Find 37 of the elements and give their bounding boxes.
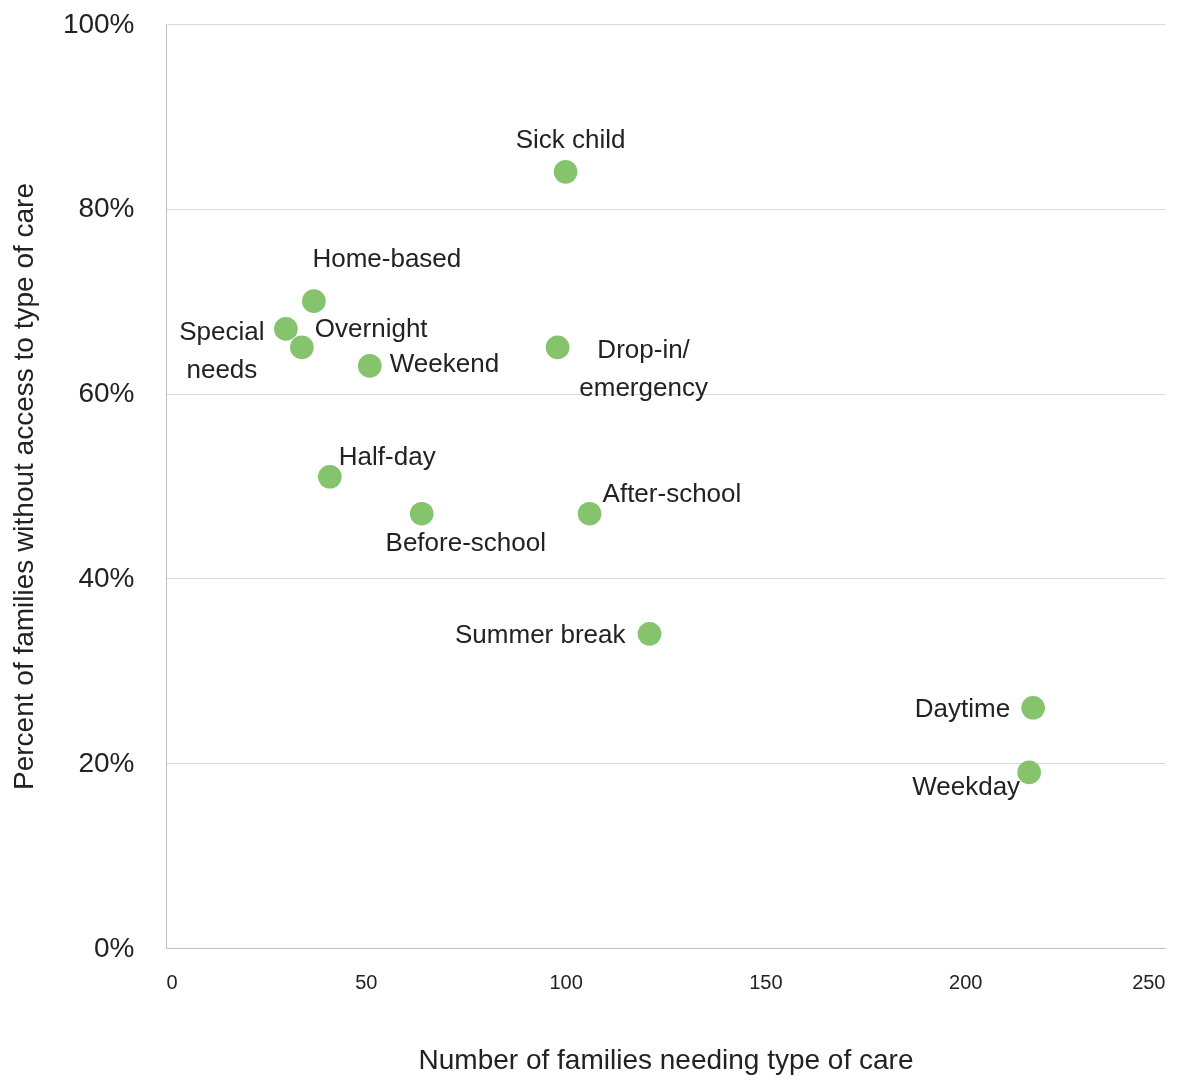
point [409, 501, 434, 526]
point [553, 160, 578, 184]
point [290, 335, 314, 360]
y-tick-label: 0% [94, 931, 135, 963]
y-tick-label: 40% [78, 561, 135, 593]
annotation: Summer break [455, 618, 627, 649]
annotation: Overnight [314, 313, 429, 344]
point [637, 622, 662, 646]
annotation: After-school [602, 477, 742, 508]
point [577, 501, 602, 526]
y-tick-label: 60% [78, 377, 135, 409]
point [318, 464, 342, 489]
annotation: Before-school [385, 526, 546, 557]
y-tick-label: 80% [78, 192, 135, 224]
point [302, 289, 326, 314]
x-tick-label: 100 [549, 970, 583, 993]
annotation: Daytime [914, 692, 1011, 723]
annotation: Weekday [912, 771, 1021, 802]
point [1021, 695, 1045, 720]
point [274, 317, 298, 341]
annotation: Home-based [312, 243, 462, 274]
point [545, 335, 570, 360]
x-tick-label: 150 [749, 970, 783, 993]
annotation: Special needs [179, 315, 265, 384]
annotation: Drop-in/ emergency [579, 334, 708, 403]
x-tick-label: 0 [166, 970, 178, 993]
annotation: Sick child [515, 123, 626, 154]
y-tick-label: 20% [78, 746, 135, 778]
annotation: Half-day [338, 440, 436, 471]
x-tick-label: 200 [949, 970, 983, 993]
annotation: Weekend [389, 347, 500, 378]
point [357, 354, 382, 378]
x-tick-label: 250 [1132, 970, 1166, 993]
x-axis-title: Number of families needing type of care [418, 1043, 914, 1075]
x-tick-label: 50 [355, 970, 378, 993]
y-tick-label: 100% [62, 7, 135, 39]
y-axis-title: Percent of families without access to type of care [7, 183, 39, 790]
